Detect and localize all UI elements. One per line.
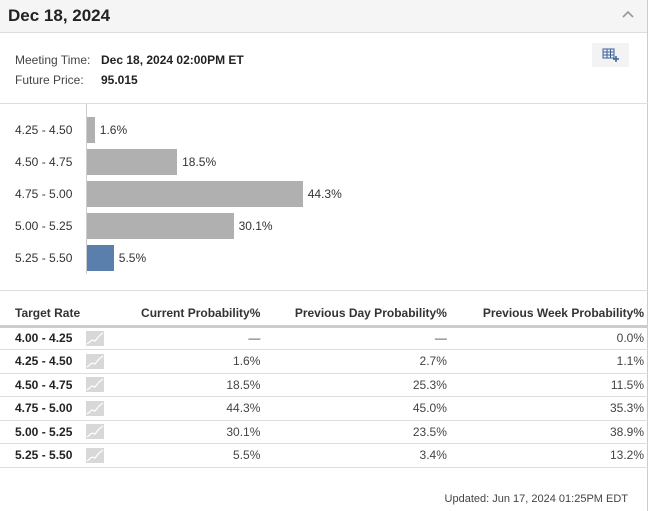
current-probability-cell: 44.3% bbox=[116, 396, 265, 421]
previous-week-probability-cell: 11.5% bbox=[450, 373, 648, 397]
previous-week-probability-cell: 35.3% bbox=[450, 396, 648, 421]
current-probability-cell: 1.6% bbox=[116, 349, 265, 374]
table-row: 4.50 - 4.75 18.5% 25.3% 11.5% bbox=[0, 373, 648, 397]
bar-row: 4.25 - 4.50 1.6% bbox=[0, 117, 640, 143]
bar[interactable] bbox=[87, 181, 303, 207]
history-chart-icon[interactable] bbox=[86, 353, 104, 369]
previous-week-probability-cell: 38.9% bbox=[450, 420, 648, 444]
bar-category-label: 4.50 - 4.75 bbox=[15, 155, 73, 169]
history-chart-icon[interactable] bbox=[86, 330, 104, 346]
bar-category-label: 4.75 - 5.00 bbox=[15, 187, 73, 201]
target-rate-cell: 4.75 - 5.00 bbox=[0, 396, 86, 421]
bar-value-label: 1.6% bbox=[99, 123, 128, 137]
updated-timestamp: Updated: Jun 17, 2024 01:25PM EDT bbox=[444, 493, 628, 505]
bar-category-label: 4.25 - 4.50 bbox=[15, 123, 73, 137]
previous-day-probability-cell: 45.0% bbox=[264, 396, 451, 421]
table-add-icon bbox=[602, 48, 619, 62]
target-rate-cell: 5.00 - 5.25 bbox=[0, 420, 86, 444]
previous-day-probability-cell: 25.3% bbox=[264, 373, 451, 397]
bar-row: 5.25 - 5.50 5.5% bbox=[0, 245, 640, 271]
bar-value-label: 44.3% bbox=[307, 187, 342, 201]
table-row: 4.25 - 4.50 1.6% 2.7% 1.1% bbox=[0, 349, 648, 374]
chevron-up-icon[interactable] bbox=[621, 8, 635, 22]
previous-day-probability-cell: 23.5% bbox=[264, 420, 451, 444]
table-row: 4.75 - 5.00 44.3% 45.0% 35.3% bbox=[0, 396, 648, 421]
bar[interactable] bbox=[87, 245, 114, 271]
history-chart-icon[interactable] bbox=[86, 447, 104, 463]
bar-value-label: 18.5% bbox=[182, 155, 217, 169]
previous-day-probability-cell: 3.4% bbox=[264, 443, 451, 468]
previous-day-probability-cell: — bbox=[264, 326, 451, 350]
meeting-info: Meeting Time: Dec 18, 2024 02:00PM ET Fut… bbox=[15, 50, 244, 90]
chart-axis bbox=[86, 104, 87, 274]
future-price-label: Future Price: bbox=[15, 73, 84, 87]
previous-week-probability-cell: 13.2% bbox=[450, 443, 648, 468]
history-chart-icon[interactable] bbox=[86, 400, 104, 416]
history-chart-icon[interactable] bbox=[86, 377, 104, 393]
target-rate-cell: 5.25 - 5.50 bbox=[0, 443, 86, 468]
future-price-value: 95.015 bbox=[101, 73, 138, 87]
bar-row: 4.75 - 5.00 44.3% bbox=[0, 181, 640, 207]
table-row: 5.25 - 5.50 5.5% 3.4% 13.2% bbox=[0, 443, 648, 468]
bar[interactable] bbox=[87, 213, 234, 239]
bar[interactable] bbox=[87, 117, 95, 143]
bar-row: 5.00 - 5.25 30.1% bbox=[0, 213, 640, 239]
panel-header[interactable]: Dec 18, 2024 bbox=[0, 0, 647, 33]
header-current-probability[interactable]: Current Probability% bbox=[116, 302, 265, 328]
header-previous-day-probability[interactable]: Previous Day Probability% bbox=[264, 302, 451, 328]
divider bbox=[0, 103, 648, 104]
table-row: 4.00 - 4.25 — — 0.0% bbox=[0, 326, 648, 350]
current-probability-cell: — bbox=[116, 326, 265, 350]
meeting-time-value: Dec 18, 2024 02:00PM ET bbox=[101, 53, 244, 67]
bar-row: 4.50 - 4.75 18.5% bbox=[0, 149, 640, 175]
previous-week-probability-cell: 1.1% bbox=[450, 349, 648, 374]
current-probability-cell: 5.5% bbox=[116, 443, 265, 468]
previous-day-probability-cell: 2.7% bbox=[264, 349, 451, 374]
target-rate-cell: 4.50 - 4.75 bbox=[0, 373, 86, 397]
header-target-rate[interactable]: Target Rate bbox=[0, 302, 116, 328]
target-rate-cell: 4.25 - 4.50 bbox=[0, 349, 86, 374]
add-to-table-button[interactable] bbox=[592, 43, 629, 67]
table-row: 5.00 - 5.25 30.1% 23.5% 38.9% bbox=[0, 420, 648, 444]
table-header-row: Target Rate Current Probability% Previou… bbox=[0, 302, 648, 328]
history-chart-icon[interactable] bbox=[86, 424, 104, 440]
target-rate-cell: 4.00 - 4.25 bbox=[0, 326, 86, 350]
meeting-date-title: Dec 18, 2024 bbox=[8, 6, 111, 25]
meeting-time-label: Meeting Time: bbox=[15, 53, 91, 67]
probability-table: Target Rate Current Probability% Previou… bbox=[0, 302, 648, 468]
bar-value-label: 5.5% bbox=[118, 251, 147, 265]
bar-category-label: 5.00 - 5.25 bbox=[15, 219, 73, 233]
bar-value-label: 30.1% bbox=[238, 219, 273, 233]
header-previous-week-probability[interactable]: Previous Week Probability% bbox=[450, 302, 648, 328]
previous-week-probability-cell: 0.0% bbox=[450, 326, 648, 350]
current-probability-cell: 18.5% bbox=[116, 373, 265, 397]
divider bbox=[0, 290, 648, 291]
bar[interactable] bbox=[87, 149, 178, 175]
bar-category-label: 5.25 - 5.50 bbox=[15, 251, 73, 265]
current-probability-cell: 30.1% bbox=[116, 420, 265, 444]
